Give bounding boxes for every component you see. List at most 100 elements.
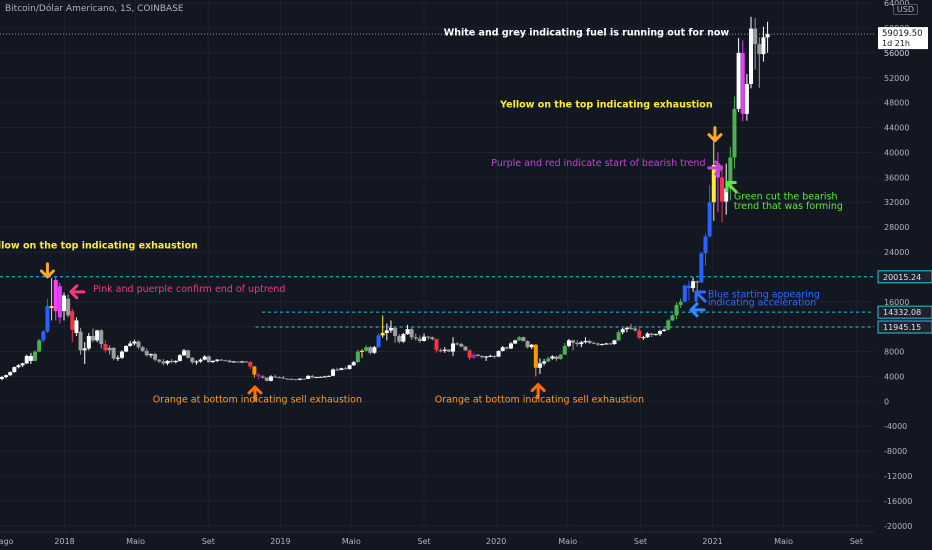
candle bbox=[128, 340, 133, 347]
price-axis[interactable]: 6400060000560005200048000440004000036000… bbox=[874, 0, 932, 550]
price-tick-label: -16000 bbox=[884, 497, 912, 506]
candle bbox=[620, 327, 625, 335]
currency-label[interactable]: USD bbox=[892, 4, 918, 15]
candle-body bbox=[521, 337, 526, 341]
candle bbox=[372, 345, 377, 355]
candle bbox=[326, 375, 331, 377]
candle bbox=[740, 40, 745, 122]
candle bbox=[484, 355, 489, 361]
candle bbox=[413, 333, 418, 341]
annotation-text: Orange at bottom indicating sell exhaust… bbox=[153, 395, 362, 406]
candle-body bbox=[190, 357, 195, 363]
time-tick-label: Set bbox=[850, 537, 863, 546]
candle bbox=[637, 326, 642, 340]
candle bbox=[53, 277, 58, 321]
candle bbox=[699, 252, 704, 284]
candle bbox=[380, 315, 385, 338]
candle bbox=[558, 354, 563, 360]
candle-body bbox=[645, 333, 650, 338]
candle bbox=[401, 332, 406, 343]
annotation-text: Purple and red indicate start of bearish… bbox=[491, 158, 705, 169]
time-tick-label: 2021 bbox=[702, 537, 722, 546]
candle bbox=[351, 360, 356, 366]
time-tick-label: Maio bbox=[558, 537, 577, 546]
candle bbox=[409, 327, 414, 340]
candle-body bbox=[455, 343, 460, 345]
candle-body bbox=[95, 330, 100, 341]
candle bbox=[736, 37, 741, 112]
candle-body bbox=[649, 333, 654, 335]
candle bbox=[78, 327, 83, 355]
price-tick-label: 36000 bbox=[884, 173, 909, 182]
candle-body bbox=[376, 335, 381, 348]
candle-body bbox=[674, 304, 679, 316]
candle bbox=[140, 345, 145, 353]
candle bbox=[28, 352, 33, 364]
candle-body bbox=[699, 253, 704, 283]
candle bbox=[600, 343, 605, 346]
candle bbox=[405, 324, 410, 335]
candle-body bbox=[566, 340, 571, 346]
candle-body bbox=[624, 327, 629, 330]
time-axis[interactable]: ago 2018 Maio Set 2019 Maio Set 2020 Maio Set 2021… bbox=[0, 531, 932, 550]
candle-body bbox=[177, 355, 182, 361]
candle bbox=[148, 353, 153, 358]
annotation-text: Green cut the bearish bbox=[734, 192, 838, 203]
candle bbox=[571, 339, 576, 351]
candle-body bbox=[682, 285, 687, 302]
time-tick-label: ago bbox=[0, 537, 14, 546]
candle-body bbox=[707, 202, 712, 237]
candle-body bbox=[695, 281, 700, 283]
candle-body bbox=[215, 359, 220, 361]
time-tick-label: Maio bbox=[774, 537, 793, 546]
candle bbox=[595, 342, 600, 346]
candle-body bbox=[575, 342, 580, 345]
candle-body bbox=[571, 340, 576, 343]
candle-body bbox=[111, 347, 116, 359]
candle bbox=[339, 367, 344, 371]
candle-body bbox=[293, 379, 298, 381]
price-tick-label: -12000 bbox=[884, 472, 912, 481]
candle bbox=[657, 329, 662, 336]
candle-body bbox=[587, 340, 592, 343]
candle-body bbox=[24, 355, 29, 364]
candle-body bbox=[492, 355, 497, 357]
candle-body bbox=[202, 356, 207, 360]
candle bbox=[231, 360, 236, 363]
candle bbox=[293, 378, 298, 381]
candle bbox=[397, 334, 402, 344]
candle-body bbox=[579, 342, 584, 345]
candle-body bbox=[757, 44, 762, 55]
arrow-shape bbox=[39, 262, 55, 279]
candle-body bbox=[616, 332, 621, 341]
candle bbox=[467, 349, 472, 361]
candle bbox=[182, 349, 187, 356]
candle-body bbox=[0, 377, 4, 379]
candle bbox=[347, 364, 352, 370]
candle-body bbox=[517, 337, 522, 341]
candle-body bbox=[310, 375, 315, 378]
time-tick-label: Maio bbox=[342, 537, 361, 546]
candle bbox=[649, 332, 654, 338]
arrow-shape bbox=[689, 302, 706, 318]
candle-body bbox=[186, 350, 191, 358]
candle bbox=[119, 350, 124, 360]
candle-body bbox=[368, 347, 373, 353]
candle-body bbox=[475, 354, 480, 356]
time-axis-bg bbox=[0, 532, 932, 550]
candle bbox=[525, 340, 530, 349]
candle bbox=[579, 340, 584, 348]
candle-body bbox=[322, 376, 327, 378]
arrow-shape bbox=[707, 160, 724, 176]
candle-body bbox=[227, 360, 232, 363]
annotation-text: Blue starting appearing bbox=[708, 289, 820, 300]
candle-body bbox=[268, 376, 273, 381]
candle bbox=[318, 376, 323, 378]
candle-body bbox=[397, 336, 402, 342]
candle bbox=[521, 336, 526, 342]
candle-body bbox=[132, 341, 137, 344]
candle-body bbox=[641, 337, 646, 339]
candle bbox=[24, 354, 29, 364]
candle-body bbox=[74, 320, 79, 333]
